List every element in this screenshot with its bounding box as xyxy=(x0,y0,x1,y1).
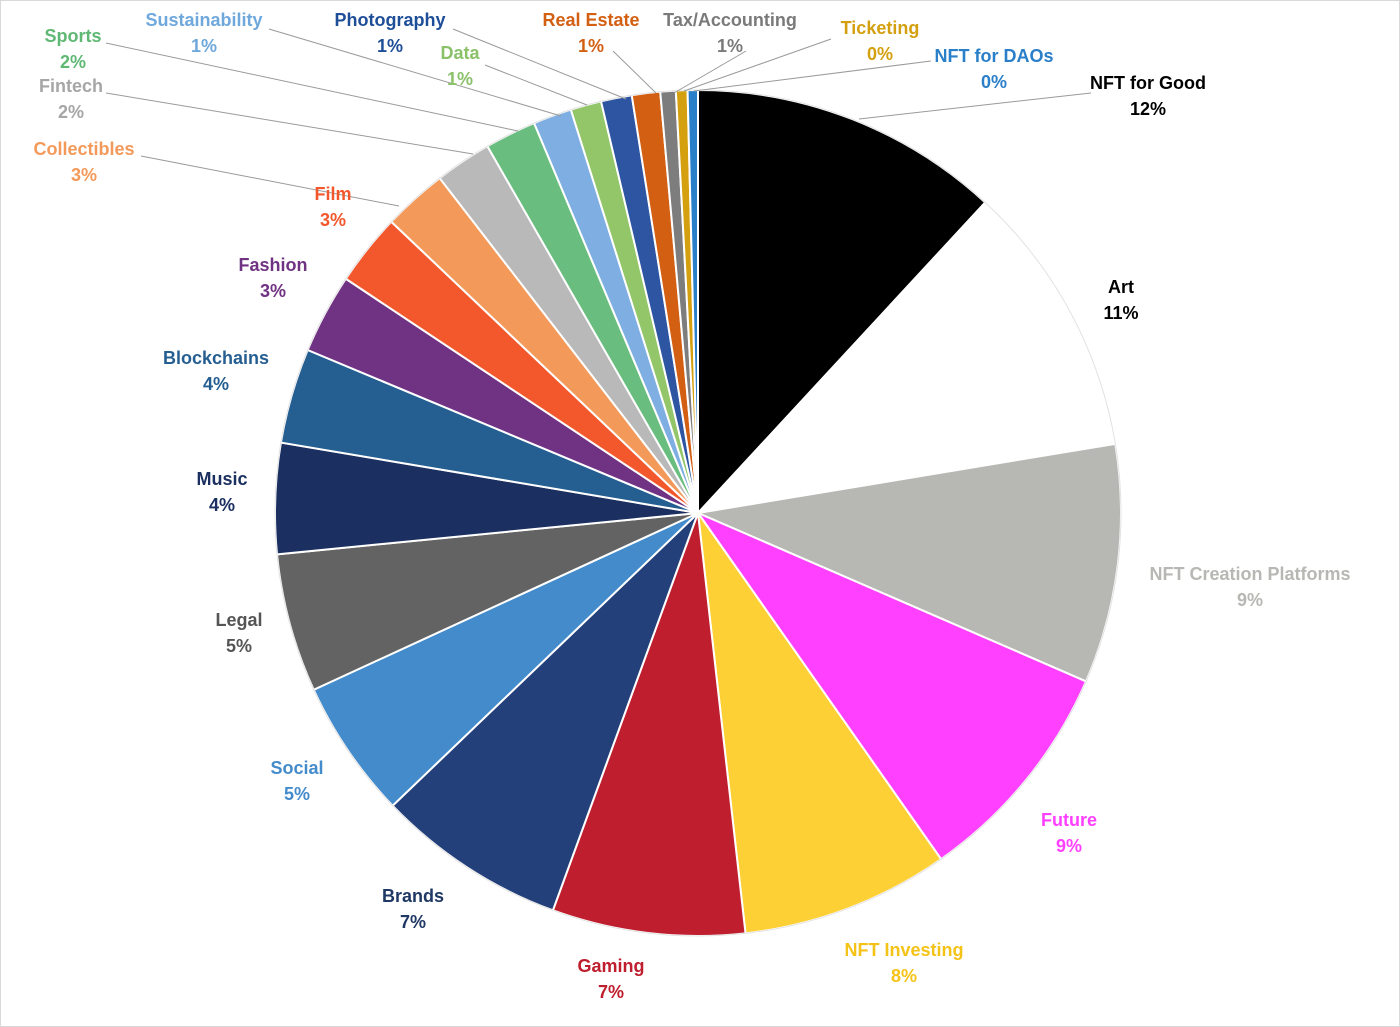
leader-line-real-estate xyxy=(612,50,657,94)
slice-percent-nft-for-daos: 0% xyxy=(981,72,1007,92)
slice-label-sustainability: Sustainability xyxy=(145,10,262,30)
slice-label-data: Data xyxy=(440,43,480,63)
slice-label-film: Film xyxy=(314,184,351,204)
slice-label-social: Social xyxy=(270,758,323,778)
slice-label-music: Music xyxy=(196,469,247,489)
slice-label-nft-investing: NFT Investing xyxy=(844,940,963,960)
slice-percent-data: 1% xyxy=(447,69,473,89)
leader-line-sustainability xyxy=(268,28,562,117)
slice-percent-nft-for-good: 12% xyxy=(1130,99,1166,119)
slice-label-nft-for-daos: NFT for DAOs xyxy=(935,46,1054,66)
leader-line-nft-for-daos xyxy=(693,60,932,92)
slice-label-art: Art xyxy=(1108,277,1134,297)
slice-percent-film: 3% xyxy=(320,210,346,230)
slice-percent-fashion: 3% xyxy=(260,281,286,301)
pie-slices xyxy=(274,88,1122,937)
leader-line-ticketing xyxy=(683,38,832,92)
slice-percent-sustainability: 1% xyxy=(191,36,217,56)
slice-label-collectibles: Collectibles xyxy=(33,139,134,159)
slice-percent-social: 5% xyxy=(284,784,310,804)
slice-percent-gaming: 7% xyxy=(598,982,624,1002)
leader-lines xyxy=(105,28,1092,207)
slice-label-nft-for-good: NFT for Good xyxy=(1090,73,1206,93)
leader-line-tax-accounting xyxy=(673,50,747,94)
slice-label-real-estate: Real Estate xyxy=(542,10,639,30)
slice-label-gaming: Gaming xyxy=(577,956,644,976)
slice-percent-ticketing: 0% xyxy=(867,44,893,64)
slice-label-ticketing: Ticketing xyxy=(841,18,920,38)
slice-label-nft-creation-platforms: NFT Creation Platforms xyxy=(1149,564,1350,584)
leader-line-nft-for-good xyxy=(858,92,1092,120)
slice-percent-brands: 7% xyxy=(400,912,426,932)
slice-label-fintech: Fintech xyxy=(39,76,103,96)
leader-line-sports xyxy=(105,42,519,132)
slice-label-tax-accounting: Tax/Accounting xyxy=(663,10,797,30)
slice-label-sports: Sports xyxy=(44,26,101,46)
slice-labels: NFT for Good 12% Art 11% NFT Creation Platfo… xyxy=(33,10,1350,1002)
slice-percent-legal: 5% xyxy=(226,636,252,656)
leader-line-data xyxy=(484,64,588,106)
slice-label-blockchains: Blockchains xyxy=(163,348,269,368)
slice-percent-collectibles: 3% xyxy=(71,165,97,185)
leader-line-collectibles xyxy=(140,155,400,207)
leader-line-photography xyxy=(452,28,627,100)
slice-percent-fintech: 2% xyxy=(58,102,84,122)
slice-percent-music: 4% xyxy=(209,495,235,515)
slice-label-legal: Legal xyxy=(215,610,262,630)
slice-label-fashion: Fashion xyxy=(238,255,307,275)
slice-percent-art: 11% xyxy=(1103,303,1138,323)
slice-percent-blockchains: 4% xyxy=(203,374,229,394)
slice-label-photography: Photography xyxy=(335,10,446,30)
slice-percent-nft-creation-platforms: 9% xyxy=(1237,590,1263,610)
slice-percent-photography: 1% xyxy=(377,36,403,56)
slice-percent-tax-accounting: 1% xyxy=(717,36,743,56)
slice-percent-nft-investing: 8% xyxy=(891,966,917,986)
slice-label-future: Future xyxy=(1041,810,1097,830)
slice-percent-real-estate: 1% xyxy=(578,36,604,56)
slice-percent-future: 9% xyxy=(1056,836,1082,856)
leader-line-fintech xyxy=(105,92,474,155)
slice-percent-sports: 2% xyxy=(60,52,86,72)
slice-label-brands: Brands xyxy=(382,886,444,906)
